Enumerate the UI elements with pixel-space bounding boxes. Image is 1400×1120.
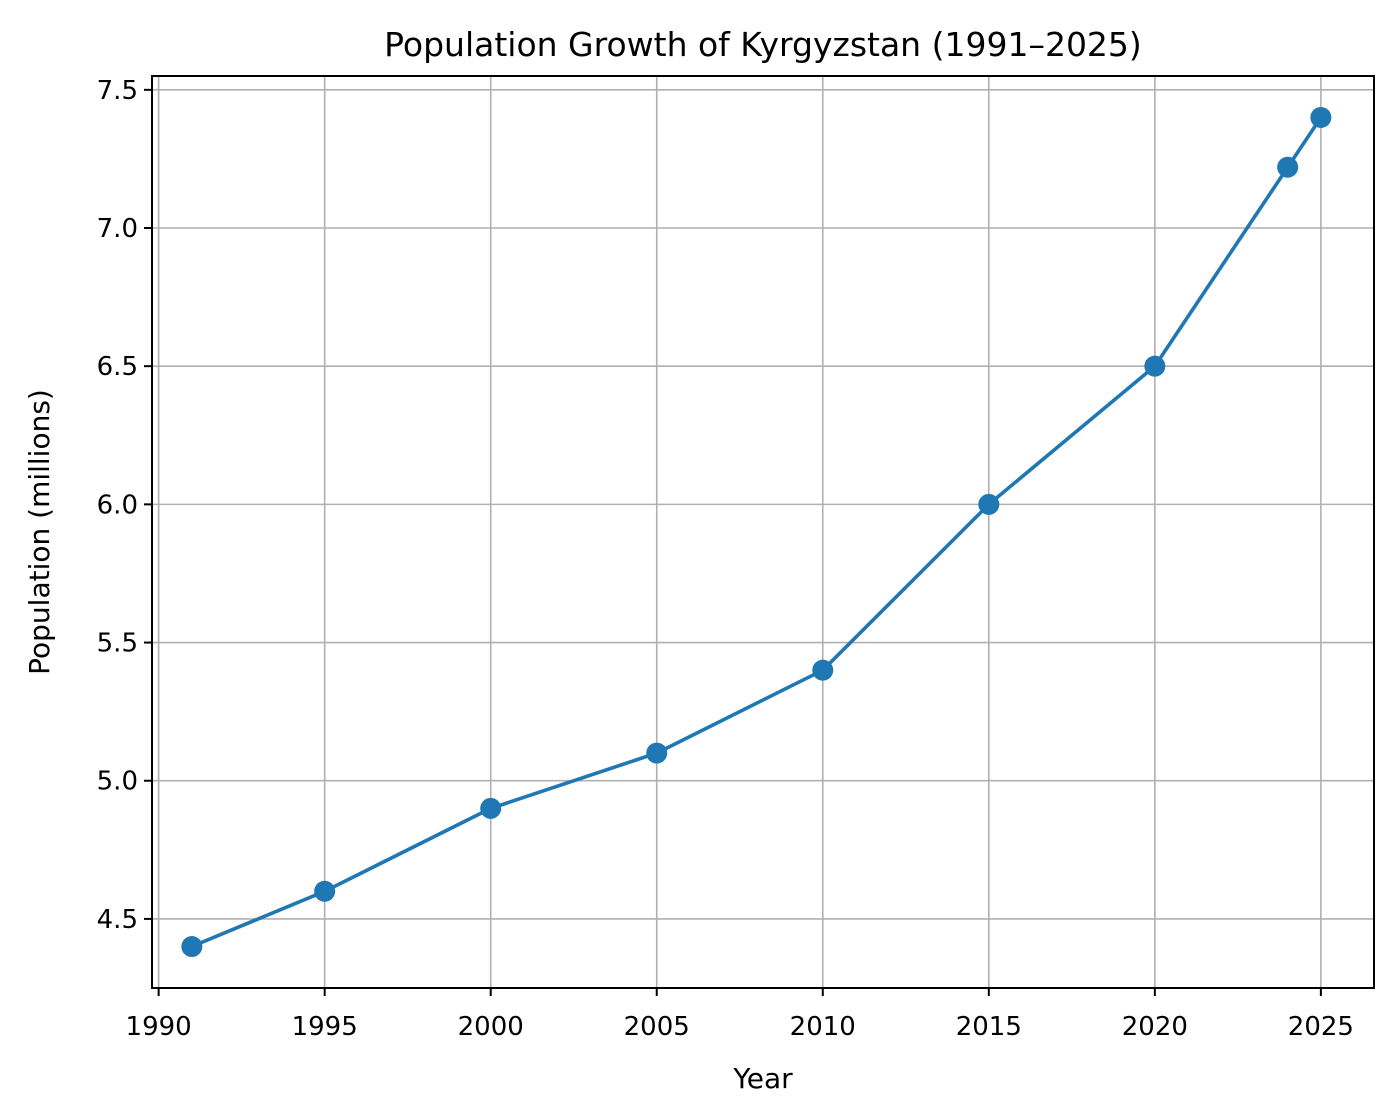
data-point [1144,355,1166,377]
y-tick-label: 7.0 [97,214,138,244]
x-tick-label: 2025 [1288,1012,1354,1042]
y-tick-label: 5.5 [97,629,138,659]
series-line [191,116,1323,949]
data-point [646,742,668,764]
y-tick-label: 6.5 [97,352,138,382]
x-tick-label: 2015 [956,1012,1022,1042]
data-point [812,659,834,681]
y-tick-label: 7.5 [97,76,138,106]
x-tick-label: 2000 [458,1012,524,1042]
x-tick-label: 2010 [790,1012,856,1042]
data-point [181,936,203,958]
axis-ticks: 1990 1995 2000 2005 2010 2015 2020 2025 4.5 5.0 5.… [97,76,1354,1042]
y-tick-label: 5.0 [97,767,138,797]
grid-lines [152,76,1374,988]
plot-frame [151,75,1375,989]
data-point [314,880,336,902]
data-point [480,797,502,819]
data-point [1310,106,1332,128]
x-tick-label: 2020 [1122,1012,1188,1042]
x-axis-label: Year [732,1062,793,1095]
y-tick-label: 6.0 [97,490,138,520]
y-axis-label: Population (millions) [23,389,56,675]
data-point [978,493,1000,515]
x-tick-label: 1995 [292,1012,358,1042]
x-tick-label: 2005 [624,1012,690,1042]
series-layer [181,106,1332,958]
data-point [1277,156,1299,178]
x-tick-label: 1990 [126,1012,192,1042]
y-tick-label: 4.5 [97,905,138,935]
chart-title: Population Growth of Kyrgyzstan (1991–20… [384,25,1142,64]
